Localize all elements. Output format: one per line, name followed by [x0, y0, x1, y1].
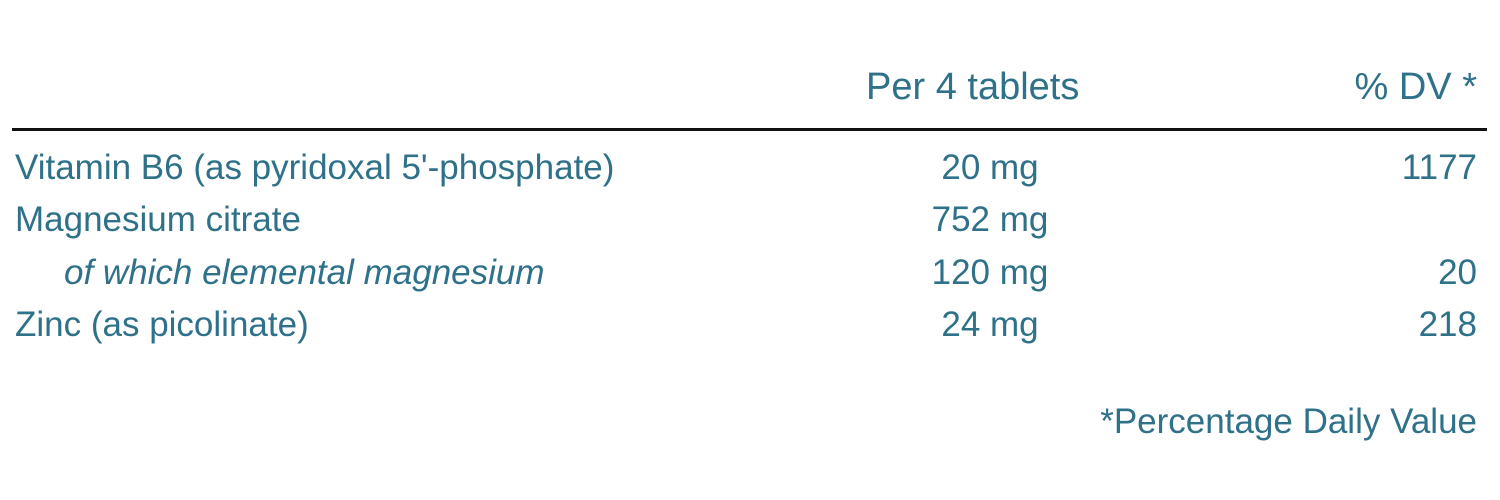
header-divider	[12, 128, 1487, 131]
nutrient-name: Vitamin B6 (as pyridoxal 5'-phosphate)	[15, 148, 615, 187]
footnote: *Percentage Daily Value	[1100, 402, 1477, 441]
table-row: Magnesium citrate 752 mg	[0, 192, 1500, 244]
nutrient-name: of which elemental magnesium	[64, 253, 545, 292]
nutrient-amount: 120 mg	[931, 253, 1049, 292]
nutrient-name: Zinc (as picolinate)	[15, 305, 309, 344]
table-row: of which elemental magnesium 120 mg 20	[0, 245, 1500, 297]
nutrient-name: Magnesium citrate	[15, 200, 301, 239]
nutrient-dv: 218	[1418, 305, 1477, 344]
nutrient-amount: 24 mg	[941, 305, 1039, 344]
nutrient-dv: 1177	[1401, 148, 1477, 187]
nutrient-amount: 752 mg	[931, 200, 1049, 239]
table-row: Zinc (as picolinate) 24 mg 218	[0, 297, 1500, 349]
nutrient-amount: 20 mg	[941, 148, 1039, 187]
header-dv: % DV *	[1354, 66, 1477, 108]
nutrient-dv: 20	[1438, 253, 1477, 292]
table-row: Vitamin B6 (as pyridoxal 5'-phosphate) 2…	[0, 140, 1500, 192]
header-amount: Per 4 tablets	[866, 66, 1080, 108]
